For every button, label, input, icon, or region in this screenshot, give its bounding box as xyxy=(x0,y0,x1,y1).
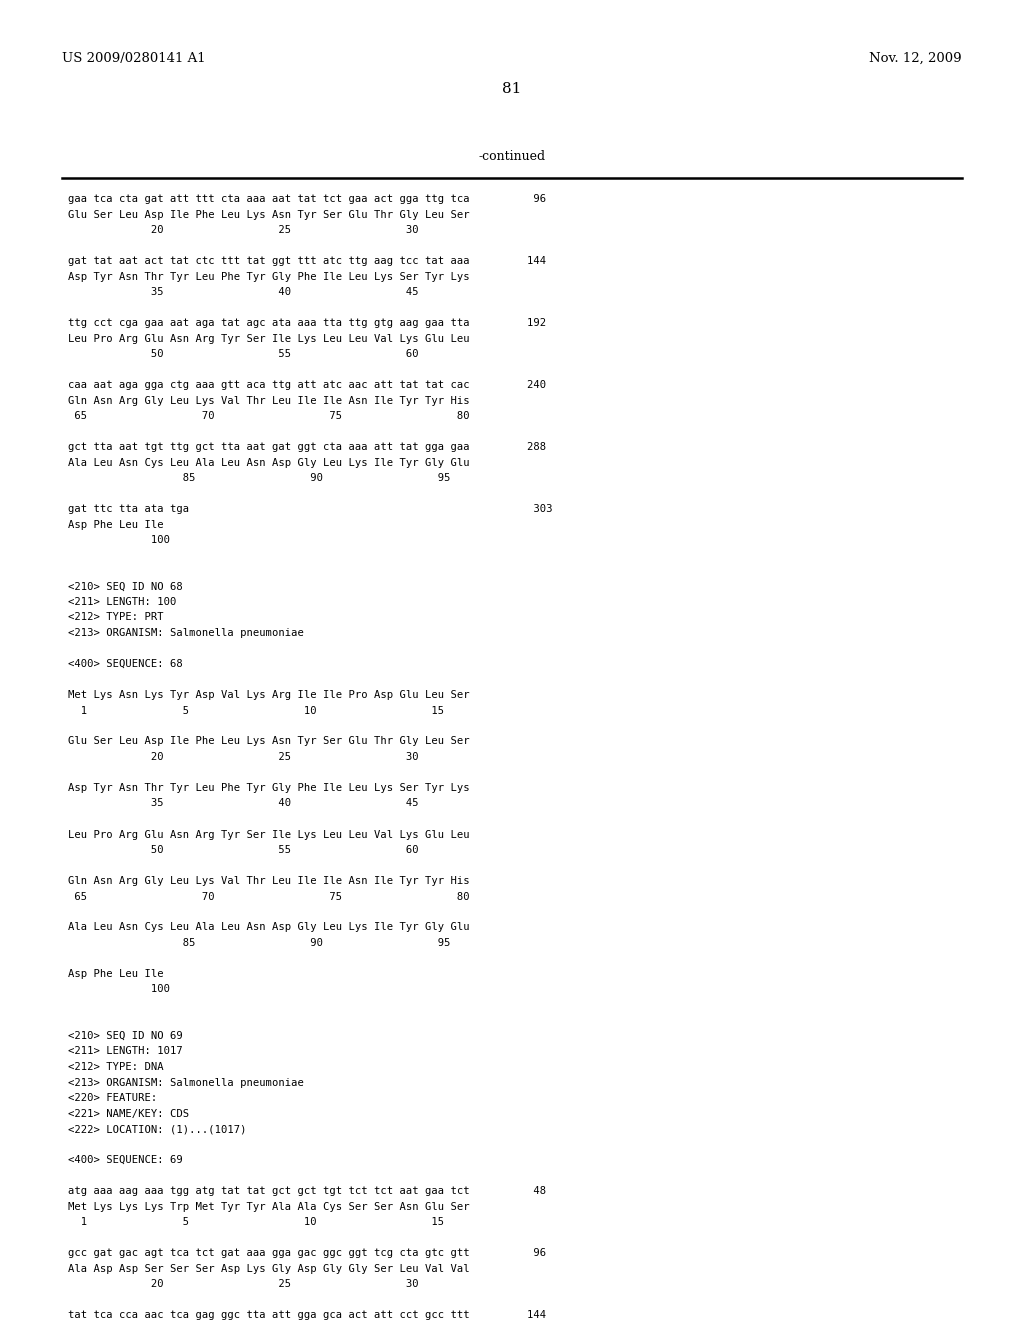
Text: 35                  40                  45: 35 40 45 xyxy=(68,286,419,297)
Text: <220> FEATURE:: <220> FEATURE: xyxy=(68,1093,158,1104)
Text: 100: 100 xyxy=(68,535,170,545)
Text: Asp Phe Leu Ile: Asp Phe Leu Ile xyxy=(68,520,164,529)
Text: gaa tca cta gat att ttt cta aaa aat tat tct gaa act gga ttg tca          96: gaa tca cta gat att ttt cta aaa aat tat … xyxy=(68,194,546,205)
Text: Asp Phe Leu Ile: Asp Phe Leu Ile xyxy=(68,969,164,979)
Text: 1               5                  10                  15: 1 5 10 15 xyxy=(68,1217,444,1228)
Text: ttg cct cga gaa aat aga tat agc ata aaa tta ttg gtg aag gaa tta         192: ttg cct cga gaa aat aga tat agc ata aaa … xyxy=(68,318,546,327)
Text: Leu Pro Arg Glu Asn Arg Tyr Ser Ile Lys Leu Leu Val Lys Glu Leu: Leu Pro Arg Glu Asn Arg Tyr Ser Ile Lys … xyxy=(68,829,470,840)
Text: 85                  90                  95: 85 90 95 xyxy=(68,473,451,483)
Text: 1               5                  10                  15: 1 5 10 15 xyxy=(68,705,444,715)
Text: <211> LENGTH: 100: <211> LENGTH: 100 xyxy=(68,597,176,607)
Text: gcc gat gac agt tca tct gat aaa gga gac ggc ggt tcg cta gtc gtt          96: gcc gat gac agt tca tct gat aaa gga gac … xyxy=(68,1247,546,1258)
Text: <211> LENGTH: 1017: <211> LENGTH: 1017 xyxy=(68,1047,182,1056)
Text: <210> SEQ ID NO 68: <210> SEQ ID NO 68 xyxy=(68,582,182,591)
Text: 50                  55                  60: 50 55 60 xyxy=(68,348,419,359)
Text: Gln Asn Arg Gly Leu Lys Val Thr Leu Ile Ile Asn Ile Tyr Tyr His: Gln Asn Arg Gly Leu Lys Val Thr Leu Ile … xyxy=(68,876,470,886)
Text: tat tca cca aac tca gag ggc tta att gga gca act att cct gcc ttt         144: tat tca cca aac tca gag ggc tta att gga … xyxy=(68,1309,546,1320)
Text: 20                  25                  30: 20 25 30 xyxy=(68,224,419,235)
Text: 50                  55                  60: 50 55 60 xyxy=(68,845,419,855)
Text: Ala Leu Asn Cys Leu Ala Leu Asn Asp Gly Leu Lys Ile Tyr Gly Glu: Ala Leu Asn Cys Leu Ala Leu Asn Asp Gly … xyxy=(68,458,470,467)
Text: <212> TYPE: DNA: <212> TYPE: DNA xyxy=(68,1063,164,1072)
Text: <212> TYPE: PRT: <212> TYPE: PRT xyxy=(68,612,164,623)
Text: <213> ORGANISM: Salmonella pneumoniae: <213> ORGANISM: Salmonella pneumoniae xyxy=(68,1077,304,1088)
Text: -continued: -continued xyxy=(478,150,546,162)
Text: Glu Ser Leu Asp Ile Phe Leu Lys Asn Tyr Ser Glu Thr Gly Leu Ser: Glu Ser Leu Asp Ile Phe Leu Lys Asn Tyr … xyxy=(68,737,470,747)
Text: 65                  70                  75                  80: 65 70 75 80 xyxy=(68,411,470,421)
Text: <221> NAME/KEY: CDS: <221> NAME/KEY: CDS xyxy=(68,1109,189,1118)
Text: <210> SEQ ID NO 69: <210> SEQ ID NO 69 xyxy=(68,1031,182,1041)
Text: <222> LOCATION: (1)...(1017): <222> LOCATION: (1)...(1017) xyxy=(68,1125,247,1134)
Text: Glu Ser Leu Asp Ile Phe Leu Lys Asn Tyr Ser Glu Thr Gly Leu Ser: Glu Ser Leu Asp Ile Phe Leu Lys Asn Tyr … xyxy=(68,210,470,219)
Text: Nov. 12, 2009: Nov. 12, 2009 xyxy=(869,51,962,65)
Text: 81: 81 xyxy=(503,82,521,96)
Text: <400> SEQUENCE: 69: <400> SEQUENCE: 69 xyxy=(68,1155,182,1166)
Text: Leu Pro Arg Glu Asn Arg Tyr Ser Ile Lys Leu Leu Val Lys Glu Leu: Leu Pro Arg Glu Asn Arg Tyr Ser Ile Lys … xyxy=(68,334,470,343)
Text: 100: 100 xyxy=(68,985,170,994)
Text: 65                  70                  75                  80: 65 70 75 80 xyxy=(68,891,470,902)
Text: 20                  25                  30: 20 25 30 xyxy=(68,752,419,762)
Text: Asp Tyr Asn Thr Tyr Leu Phe Tyr Gly Phe Ile Leu Lys Ser Tyr Lys: Asp Tyr Asn Thr Tyr Leu Phe Tyr Gly Phe … xyxy=(68,783,470,793)
Text: Met Lys Lys Lys Trp Met Tyr Tyr Ala Ala Cys Ser Ser Asn Glu Ser: Met Lys Lys Lys Trp Met Tyr Tyr Ala Ala … xyxy=(68,1201,470,1212)
Text: Ala Leu Asn Cys Leu Ala Leu Asn Asp Gly Leu Lys Ile Tyr Gly Glu: Ala Leu Asn Cys Leu Ala Leu Asn Asp Gly … xyxy=(68,923,470,932)
Text: 20                  25                  30: 20 25 30 xyxy=(68,1279,419,1290)
Text: gct tta aat tgt ttg gct tta aat gat ggt cta aaa att tat gga gaa         288: gct tta aat tgt ttg gct tta aat gat ggt … xyxy=(68,442,546,451)
Text: 85                  90                  95: 85 90 95 xyxy=(68,939,451,948)
Text: Met Lys Asn Lys Tyr Asp Val Lys Arg Ile Ile Pro Asp Glu Leu Ser: Met Lys Asn Lys Tyr Asp Val Lys Arg Ile … xyxy=(68,690,470,700)
Text: caa aat aga gga ctg aaa gtt aca ttg att atc aac att tat tat cac         240: caa aat aga gga ctg aaa gtt aca ttg att … xyxy=(68,380,546,389)
Text: <213> ORGANISM: Salmonella pneumoniae: <213> ORGANISM: Salmonella pneumoniae xyxy=(68,628,304,638)
Text: US 2009/0280141 A1: US 2009/0280141 A1 xyxy=(62,51,206,65)
Text: gat tat aat act tat ctc ttt tat ggt ttt atc ttg aag tcc tat aaa         144: gat tat aat act tat ctc ttt tat ggt ttt … xyxy=(68,256,546,267)
Text: gat ttc tta ata tga                                                      303: gat ttc tta ata tga 303 xyxy=(68,504,553,513)
Text: Ala Asp Asp Ser Ser Ser Asp Lys Gly Asp Gly Gly Ser Leu Val Val: Ala Asp Asp Ser Ser Ser Asp Lys Gly Asp … xyxy=(68,1263,470,1274)
Text: Gln Asn Arg Gly Leu Lys Val Thr Leu Ile Ile Asn Ile Tyr Tyr His: Gln Asn Arg Gly Leu Lys Val Thr Leu Ile … xyxy=(68,396,470,405)
Text: atg aaa aag aaa tgg atg tat tat gct gct tgt tct tct aat gaa tct          48: atg aaa aag aaa tgg atg tat tat gct gct … xyxy=(68,1185,546,1196)
Text: <400> SEQUENCE: 68: <400> SEQUENCE: 68 xyxy=(68,659,182,669)
Text: 35                  40                  45: 35 40 45 xyxy=(68,799,419,808)
Text: Asp Tyr Asn Thr Tyr Leu Phe Tyr Gly Phe Ile Leu Lys Ser Tyr Lys: Asp Tyr Asn Thr Tyr Leu Phe Tyr Gly Phe … xyxy=(68,272,470,281)
